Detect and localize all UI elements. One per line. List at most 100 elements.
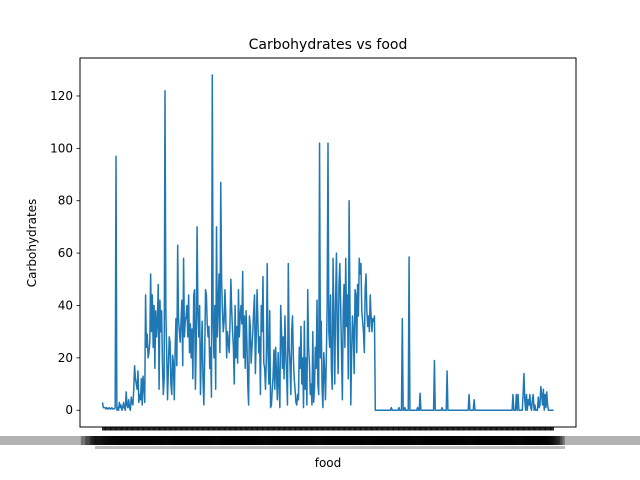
x-tick-label-glyphs bbox=[495, 436, 542, 445]
plot-frame bbox=[79, 57, 577, 428]
x-tick-label-glyphs bbox=[226, 436, 257, 445]
x-tick-label-glyphs bbox=[243, 436, 266, 445]
x-tick-label-glyphs bbox=[98, 436, 141, 445]
x-tick-label-glyphs bbox=[322, 436, 355, 445]
x-tick-label-glyphs bbox=[419, 436, 454, 445]
x-tick-label-glyphs bbox=[496, 436, 519, 445]
x-tick-label-glyphs bbox=[382, 436, 411, 445]
x-tick-label-glyphs bbox=[120, 436, 153, 445]
x-tick-label-glyphs bbox=[294, 436, 317, 445]
x-tick-label-glyphs bbox=[318, 436, 353, 445]
x-tick-label-glyphs bbox=[466, 436, 503, 445]
x-tick-label-glyphs bbox=[446, 436, 469, 445]
x-tick-label-glyphs bbox=[276, 436, 307, 445]
x-tick-label-glyphs bbox=[402, 436, 445, 445]
y-tick-label: 0 bbox=[65, 403, 73, 417]
x-tick-label-glyphs bbox=[94, 436, 139, 445]
x-tick-label-glyphs bbox=[391, 436, 416, 445]
x-tick-label-glyphs bbox=[479, 436, 510, 445]
y-tick-label: 100 bbox=[50, 141, 73, 155]
x-tick-label-glyphs bbox=[287, 436, 336, 445]
x-tick-label-glyphs bbox=[111, 436, 148, 445]
x-tick-label-glyphs bbox=[384, 436, 435, 445]
x-tick-label-glyphs bbox=[512, 436, 551, 445]
x-tick-label-glyphs bbox=[424, 436, 457, 445]
x-tick-label-glyphs bbox=[338, 436, 387, 445]
x-tick-label-glyphs bbox=[289, 436, 314, 445]
x-tick-label-glyphs bbox=[237, 436, 286, 445]
x-tick-label-glyphs bbox=[369, 436, 404, 445]
x-tick-label-glyphs bbox=[433, 436, 462, 445]
x-tick-label-glyphs bbox=[483, 436, 512, 445]
x-tick-label-glyphs bbox=[241, 436, 288, 445]
x-tick-label-glyphs bbox=[272, 436, 305, 445]
x-tick-label-glyphs bbox=[516, 436, 553, 445]
x-tick-label-glyphs bbox=[285, 436, 312, 445]
x-tick-label-glyphs bbox=[503, 436, 546, 445]
x-tick-label-glyphs bbox=[534, 436, 563, 445]
x-tick-label-glyphs bbox=[281, 436, 310, 445]
x-axis-tick-labels bbox=[0, 436, 640, 449]
x-tick-label-glyphs bbox=[170, 436, 203, 445]
x-tick-label-glyphs bbox=[140, 436, 187, 445]
x-tick-label-glyphs bbox=[470, 436, 505, 445]
x-tick-label-glyphs bbox=[182, 436, 233, 445]
x-tick-label-glyphs bbox=[453, 436, 496, 445]
y-tick-label: 120 bbox=[50, 89, 73, 103]
data-line bbox=[101, 74, 554, 411]
x-tick-label-glyphs bbox=[327, 436, 358, 445]
x-tick-label-glyphs bbox=[336, 436, 363, 445]
x-tick-label-glyphs bbox=[85, 436, 134, 445]
x-tick-label-glyphs bbox=[314, 436, 351, 445]
x-tick-label-glyphs bbox=[395, 436, 418, 445]
x-tick-label-glyphs bbox=[230, 436, 259, 445]
x-tick-label-glyphs bbox=[190, 436, 237, 445]
x-tick-label-glyphs bbox=[0, 436, 98, 445]
x-tick-label-glyphs bbox=[149, 436, 192, 445]
x-tick-label-glyphs bbox=[259, 436, 298, 445]
x-tick-label-glyphs bbox=[80, 436, 131, 445]
y-axis-label: Carbohydrates bbox=[25, 199, 39, 288]
x-tick-label-glyphs bbox=[195, 436, 240, 445]
x-tick-label-glyphs bbox=[398, 436, 443, 445]
x-tick-label-glyphs bbox=[331, 436, 360, 445]
x-tick-label-glyphs bbox=[115, 436, 150, 445]
x-tick-label-glyphs bbox=[204, 436, 245, 445]
y-tick-label: 40 bbox=[58, 298, 73, 312]
x-tick-label-glyphs bbox=[360, 436, 399, 445]
x-tick-label-glyphs bbox=[415, 436, 452, 445]
x-tick-label-glyphs bbox=[448, 436, 493, 445]
x-tick-label-glyphs bbox=[292, 436, 339, 445]
x-tick-label-glyphs bbox=[89, 436, 136, 445]
x-tick-label-glyphs bbox=[499, 436, 544, 445]
x-tick-label-glyphs bbox=[142, 436, 165, 445]
x-tick-label-glyphs bbox=[186, 436, 235, 445]
x-tick-label-glyphs bbox=[475, 436, 508, 445]
y-tick-label: 20 bbox=[58, 351, 73, 365]
x-tick-label-glyphs bbox=[364, 436, 401, 445]
x-tick-label-glyphs bbox=[254, 436, 295, 445]
x-tick-label-glyphs bbox=[356, 436, 397, 445]
x-tick-label-glyphs bbox=[457, 436, 498, 445]
x-tick-label-glyphs bbox=[188, 436, 213, 445]
x-tick-label-glyphs bbox=[309, 436, 348, 445]
x-tick-label-glyphs bbox=[389, 436, 438, 445]
x-tick-label-glyphs bbox=[406, 436, 447, 445]
y-axis-ticks: 0 20 40 60 80 100 120 bbox=[50, 89, 80, 417]
x-axis-ticks bbox=[102, 427, 554, 431]
x-tick-label-glyphs bbox=[102, 436, 143, 445]
x-tick-label-glyphs bbox=[305, 436, 346, 445]
x-tick-label-glyphs bbox=[340, 436, 365, 445]
x-tick-label-glyphs bbox=[212, 436, 249, 445]
x-tick-label-glyphs bbox=[444, 436, 491, 445]
x-tick-label-glyphs bbox=[250, 436, 293, 445]
x-tick-label-glyphs bbox=[486, 436, 537, 445]
x-tick-label-glyphs bbox=[153, 436, 194, 445]
x-tick-label-glyphs bbox=[525, 436, 558, 445]
x-tick-label-glyphs bbox=[439, 436, 488, 445]
x-tick-label-glyphs bbox=[344, 436, 367, 445]
x-tick-label-glyphs bbox=[192, 436, 215, 445]
x-tick-label-glyphs bbox=[508, 436, 549, 445]
x-tick-label-glyphs bbox=[343, 436, 390, 445]
